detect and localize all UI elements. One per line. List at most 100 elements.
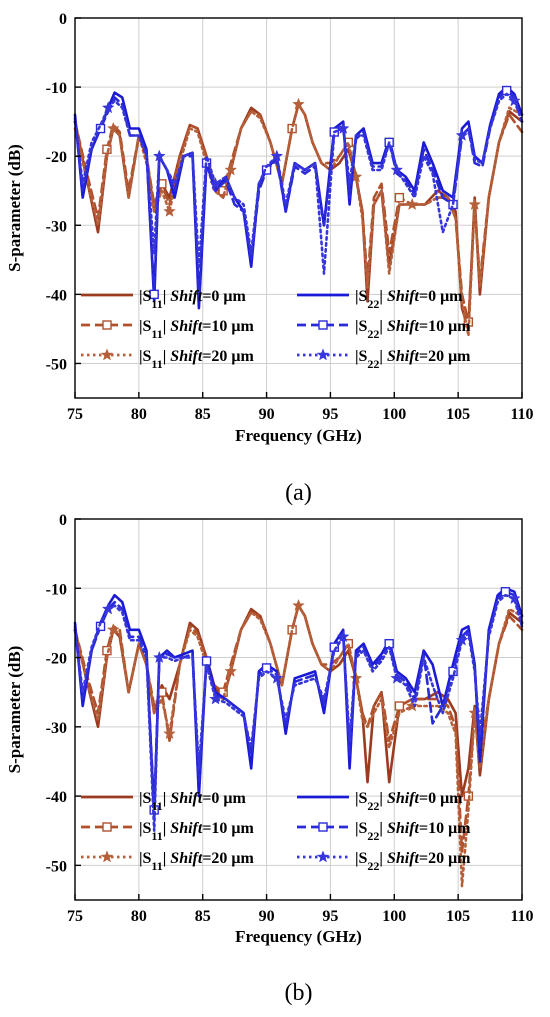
legend-entry: |S11| Shift=0 μm [81,790,247,813]
y-tick-label: -10 [46,581,67,598]
y-axis-title: S-parameter (dB) [5,646,24,774]
x-tick-label: 95 [322,908,338,925]
x-axis-title: Frequency (GHz) [235,927,362,946]
plot-frame [74,518,523,901]
data-point-marker [152,149,166,162]
legend-label: |S22| Shift=10 μm [355,318,471,341]
legend-entry: |S11| Shift=20 μm [81,850,255,873]
data-point-marker [152,650,166,663]
legend-entry: |S22| Shift=0 μm [297,288,463,311]
legend-entry: |S22| Shift=10 μm [297,318,471,341]
x-tick-label: 75 [67,406,83,423]
x-tick-label: 105 [446,406,470,423]
legend-label: |S11| Shift=10 μm [139,820,255,843]
legend-label: |S22| Shift=20 μm [355,348,471,371]
data-point-marker [102,144,112,154]
x-tick-label: 80 [131,406,147,423]
legend-entry: |S22| Shift=20 μm [297,348,471,371]
data-point-marker [292,97,305,110]
data-point-marker [163,204,176,217]
data-point-marker [101,602,115,615]
legend-swatch-marker [100,348,114,361]
data-point-marker [336,630,350,643]
x-tick-label: 105 [446,908,470,925]
data-point-marker [394,192,405,203]
x-tick-label: 85 [195,406,211,423]
legend-swatch-marker [102,320,112,330]
data-point-marker [329,642,339,652]
legend-swatch-marker [100,850,114,863]
data-point-marker [224,163,238,176]
data-point-marker [201,656,212,666]
data-point-marker [405,197,419,210]
x-tick-label: 95 [322,406,338,423]
x-tick-label: 85 [195,908,211,925]
data-point-marker [455,128,469,141]
data-point-marker [209,692,222,705]
panel-b: 75 80 85 90 95 100 105 110 0 -10 -20 -30 -40 -50 Frequ… [5,512,534,946]
series-s11-shift-20 [73,598,524,888]
legend-label: |S22| Shift=20 μm [355,850,471,873]
legend-swatch-marker [316,850,330,863]
legend-label: |S22| Shift=0 μm [355,288,463,311]
y-tick-label: -40 [46,789,67,806]
legend-swatch-marker [316,348,330,361]
series-line [73,587,524,819]
data-point-marker [101,101,115,114]
plot-frame [74,17,523,399]
panel-a: 75 80 85 90 95 100 105 110 0 -10 -20 -30 -40 -50 Frequ… [5,11,534,445]
data-point-marker [455,633,469,646]
series-line [73,593,524,832]
data-point-marker [507,94,521,107]
data-point-marker [270,671,284,684]
data-point-marker [224,664,238,677]
data-point-marker [149,289,159,300]
data-point-marker [390,163,404,176]
series-s11-shift-0 [73,604,524,798]
series-s22-shift-20 [73,92,524,275]
x-tick-label: 90 [259,406,275,423]
y-tick-label: 0 [59,512,67,529]
data-point-marker [106,623,120,636]
series-line [73,604,524,888]
x-tick-label: 80 [131,908,147,925]
series-s22-shift-10 [73,587,524,815]
panel-label: (a) [285,480,312,506]
panel-label: (b) [285,980,313,1006]
legend-swatch-marker [318,822,328,832]
data-point-marker [394,701,405,711]
data-point-marker [468,197,482,210]
legend-label: |S11| Shift=0 μm [139,790,247,813]
x-tick-label: 90 [259,908,275,925]
data-point-marker [209,177,222,190]
y-tick-label: 0 [59,11,67,28]
x-axis-title: Frequency (GHz) [235,426,362,445]
data-point-marker [270,149,284,162]
legend-swatch-marker [102,822,112,832]
series-line [73,590,524,812]
y-tick-label: -40 [46,287,67,304]
legend-entry: |S22| Shift=0 μm [297,790,463,813]
y-tick-label: -30 [46,720,67,737]
series-line [73,92,524,275]
legend-swatch-marker [318,320,328,330]
x-tick-label: 75 [67,908,83,925]
x-tick-label: 100 [382,908,406,925]
legend-entry: |S22| Shift=20 μm [297,850,471,873]
y-axis-title: S-parameter (dB) [5,144,24,272]
x-tick-label: 110 [510,406,533,423]
legend-entry: |S11| Shift=10 μm [81,820,255,843]
x-tick-label: 110 [510,908,533,925]
legend-label: |S11| Shift=10 μm [139,318,255,341]
y-tick-label: -50 [46,356,67,373]
x-tick-label: 100 [382,406,406,423]
legend-entry: |S11| Shift=10 μm [81,318,255,341]
data-point-marker [292,598,305,611]
data-point-marker [405,699,419,712]
legend-label: |S22| Shift=0 μm [355,790,463,813]
data-point-marker [106,121,120,134]
series-s22-shift-20 [73,591,524,832]
y-tick-label: -10 [46,80,67,97]
y-tick-label: -20 [46,149,67,166]
